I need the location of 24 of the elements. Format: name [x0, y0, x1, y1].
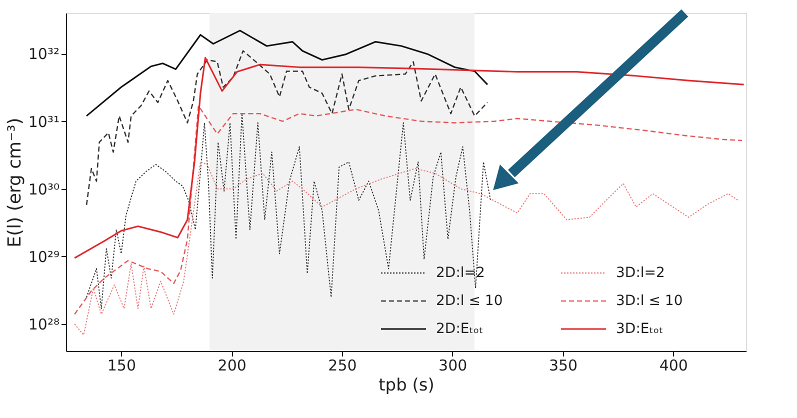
x-tick-label: 300 [438, 356, 468, 374]
line-series [74, 105, 743, 315]
legend-label: 2D:l=2 [436, 265, 485, 281]
y-tick-label: 10³⁰ [28, 180, 60, 198]
legend-label: 2D:Eₜₒₜ [436, 321, 484, 337]
legend-label: 2D:l ≤ 10 [436, 293, 503, 309]
line-series [74, 162, 739, 336]
legend-label: 3D:Eₜₒₜ [616, 321, 664, 337]
legend-label: 3D:l ≤ 10 [616, 293, 683, 309]
y-tick-label: 10²⁸ [28, 316, 60, 334]
y-tick-label: 10²⁹ [28, 248, 60, 266]
x-tick-label: 200 [218, 356, 246, 374]
x-axis-title: tpb (s) [378, 376, 434, 396]
line-series [86, 30, 488, 117]
x-tick-label: 250 [328, 356, 357, 374]
y-axis-title: E(l) (erg cm⁻³) [4, 118, 26, 248]
line-series [74, 56, 745, 259]
line-series [86, 50, 488, 206]
y-tick-label: 10³² [28, 45, 60, 64]
x-tick-label: 150 [107, 356, 136, 374]
legend-label: 3D:l=2 [616, 265, 665, 281]
x-tick-label: 400 [659, 356, 688, 374]
x-tick-label: 350 [548, 356, 578, 374]
y-tick-label: 10³¹ [28, 112, 60, 131]
